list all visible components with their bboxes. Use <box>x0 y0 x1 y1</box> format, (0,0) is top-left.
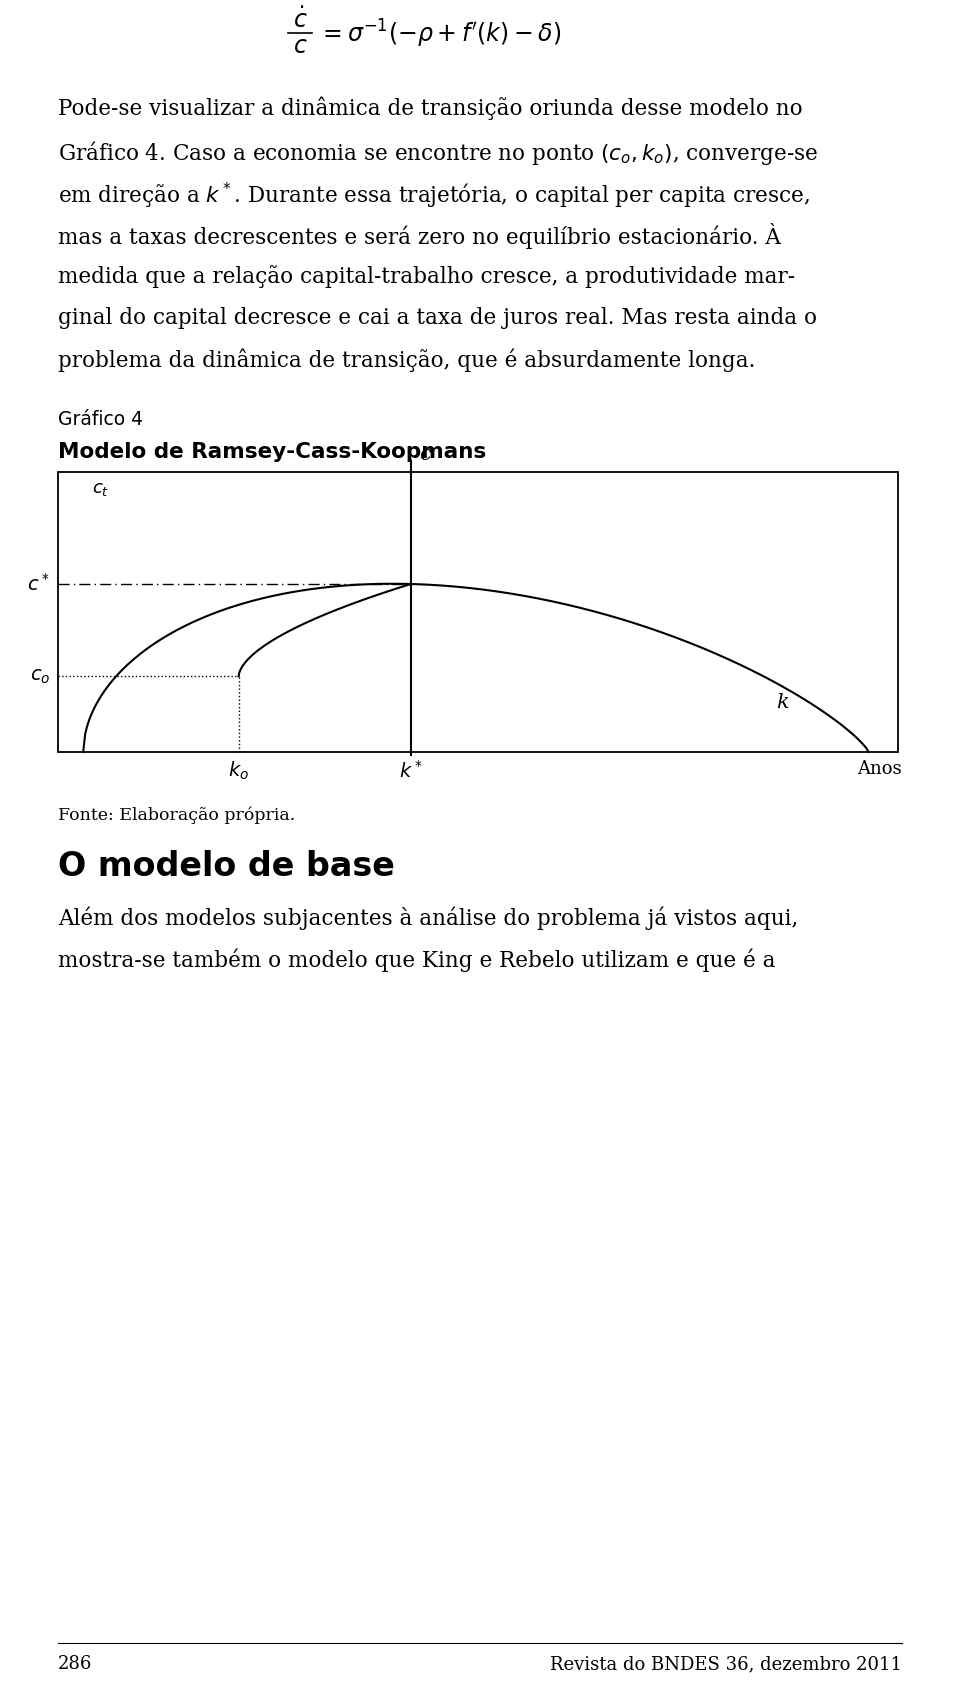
Text: Gráfico 4: Gráfico 4 <box>58 409 143 430</box>
Text: $\dot{c}$: $\dot{c}$ <box>293 7 307 32</box>
Text: mostra-se também o modelo que King e Rebelo utilizam e que é a: mostra-se também o modelo que King e Reb… <box>58 950 776 972</box>
Text: Fonte: Elaboração própria.: Fonte: Elaboração própria. <box>58 806 296 825</box>
Text: Modelo de Ramsey-Cass-Koopmans: Modelo de Ramsey-Cass-Koopmans <box>58 442 487 462</box>
Text: Além dos modelos subjacentes à análise do problema já vistos aqui,: Além dos modelos subjacentes à análise d… <box>58 907 799 931</box>
Text: mas a taxas decrescentes e será zero no equilíbrio estacionário. À: mas a taxas decrescentes e será zero no … <box>58 223 780 249</box>
Text: ginal do capital decresce e cai a taxa de juros real. Mas resta ainda o: ginal do capital decresce e cai a taxa d… <box>58 307 817 329</box>
Text: $k_o$: $k_o$ <box>228 760 249 783</box>
Text: $= \sigma^{-1}(-\rho + f'(k) - \delta)$: $= \sigma^{-1}(-\rho + f'(k) - \delta)$ <box>318 17 562 49</box>
Text: 286: 286 <box>58 1656 92 1673</box>
Text: em direção a $k^*$. Durante essa trajetória, o capital per capita cresce,: em direção a $k^*$. Durante essa trajetó… <box>58 181 810 211</box>
Text: $c_t$: $c_t$ <box>91 481 108 498</box>
Bar <box>58 472 898 752</box>
Text: O modelo de base: O modelo de base <box>58 851 395 883</box>
Text: $c^*$: $c^*$ <box>27 573 50 595</box>
Text: $k^*$: $k^*$ <box>399 760 422 783</box>
Text: medida que a relação capital-trabalho cresce, a produtividade mar-: medida que a relação capital-trabalho cr… <box>58 264 795 288</box>
Text: $c_o$: $c_o$ <box>30 667 50 685</box>
Text: c: c <box>419 445 430 464</box>
Text: problema da dinâmica de transição, que é absurdamente longa.: problema da dinâmica de transição, que é… <box>58 350 756 372</box>
Text: Anos: Anos <box>857 760 902 777</box>
Text: Pode-se visualizar a dinâmica de transição oriunda desse modelo no: Pode-se visualizar a dinâmica de transiç… <box>58 97 803 121</box>
Text: k: k <box>777 694 789 713</box>
Text: $c$: $c$ <box>293 36 307 58</box>
Text: Gráfico 4. Caso a economia se encontre no ponto $(c_o, k_o)$, converge-se: Gráfico 4. Caso a economia se encontre n… <box>58 140 818 167</box>
Text: Revista do BNDES 36, dezembro 2011: Revista do BNDES 36, dezembro 2011 <box>550 1656 902 1673</box>
